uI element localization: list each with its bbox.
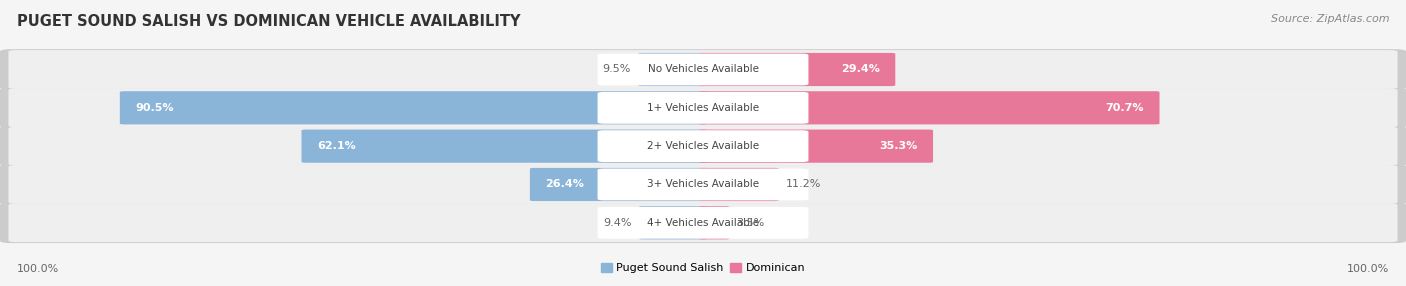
Text: 4+ Vehicles Available: 4+ Vehicles Available <box>647 218 759 228</box>
Text: 35.3%: 35.3% <box>879 141 918 151</box>
Text: No Vehicles Available: No Vehicles Available <box>648 65 758 74</box>
FancyBboxPatch shape <box>0 49 1406 90</box>
Text: 62.1%: 62.1% <box>316 141 356 151</box>
Legend: Puget Sound Salish, Dominican: Puget Sound Salish, Dominican <box>596 259 810 278</box>
Text: 9.5%: 9.5% <box>603 65 631 74</box>
FancyBboxPatch shape <box>0 126 1406 166</box>
FancyBboxPatch shape <box>120 91 707 124</box>
FancyBboxPatch shape <box>638 206 707 239</box>
FancyBboxPatch shape <box>301 130 707 163</box>
FancyBboxPatch shape <box>699 53 896 86</box>
Text: Source: ZipAtlas.com: Source: ZipAtlas.com <box>1271 14 1389 24</box>
Text: 26.4%: 26.4% <box>546 180 585 189</box>
FancyBboxPatch shape <box>598 130 808 162</box>
FancyBboxPatch shape <box>699 168 779 201</box>
Text: 2+ Vehicles Available: 2+ Vehicles Available <box>647 141 759 151</box>
Text: 3.5%: 3.5% <box>737 218 765 228</box>
Text: 1+ Vehicles Available: 1+ Vehicles Available <box>647 103 759 113</box>
Text: 100.0%: 100.0% <box>1347 264 1389 274</box>
FancyBboxPatch shape <box>8 127 1398 166</box>
Text: 90.5%: 90.5% <box>135 103 174 113</box>
FancyBboxPatch shape <box>0 202 1406 243</box>
FancyBboxPatch shape <box>699 206 730 239</box>
FancyBboxPatch shape <box>598 207 808 239</box>
FancyBboxPatch shape <box>8 165 1398 204</box>
FancyBboxPatch shape <box>598 168 808 200</box>
FancyBboxPatch shape <box>0 88 1406 128</box>
Text: 3+ Vehicles Available: 3+ Vehicles Available <box>647 180 759 189</box>
Text: 100.0%: 100.0% <box>17 264 59 274</box>
Text: 11.2%: 11.2% <box>786 180 821 189</box>
Text: 70.7%: 70.7% <box>1105 103 1144 113</box>
FancyBboxPatch shape <box>8 88 1398 127</box>
FancyBboxPatch shape <box>699 130 934 163</box>
Text: 9.4%: 9.4% <box>603 218 631 228</box>
FancyBboxPatch shape <box>638 53 707 86</box>
FancyBboxPatch shape <box>598 53 808 86</box>
FancyBboxPatch shape <box>8 203 1398 242</box>
Text: PUGET SOUND SALISH VS DOMINICAN VEHICLE AVAILABILITY: PUGET SOUND SALISH VS DOMINICAN VEHICLE … <box>17 14 520 29</box>
FancyBboxPatch shape <box>8 50 1398 89</box>
FancyBboxPatch shape <box>598 92 808 124</box>
Text: 29.4%: 29.4% <box>841 65 880 74</box>
FancyBboxPatch shape <box>0 164 1406 205</box>
FancyBboxPatch shape <box>699 91 1160 124</box>
FancyBboxPatch shape <box>530 168 707 201</box>
